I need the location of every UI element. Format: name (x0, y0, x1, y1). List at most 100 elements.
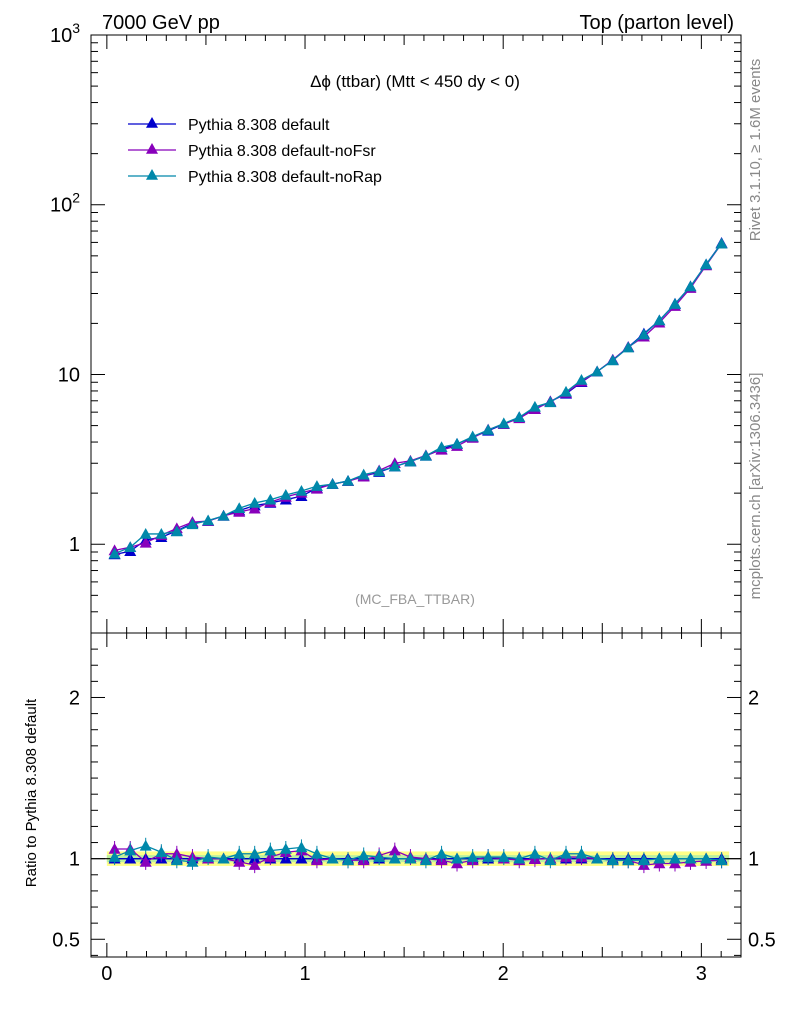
data-point (700, 258, 713, 270)
data-point (108, 547, 121, 559)
data-point (388, 460, 401, 472)
data-point (528, 847, 541, 859)
y-tick-label: 10 (58, 364, 80, 386)
data-point (404, 455, 417, 467)
data-point (591, 365, 604, 377)
data-point (404, 852, 417, 864)
header-left: 7000 GeV pp (102, 12, 220, 34)
ratio-tick-label: 0.5 (748, 929, 776, 951)
data-point (482, 423, 495, 435)
data-point (575, 847, 588, 859)
data-point (342, 474, 355, 486)
ratio-tick-label: 2 (748, 687, 759, 709)
data-point (653, 314, 666, 326)
data-point (513, 852, 526, 864)
data-point (637, 854, 650, 866)
ratio-tick-label: 1 (748, 849, 759, 871)
data-point (155, 527, 168, 539)
data-point (217, 509, 230, 521)
data-point (202, 851, 215, 862)
data-point (139, 839, 152, 851)
ratio-tick-label: 1 (69, 849, 80, 871)
data-point (310, 847, 323, 859)
legend-entry: Pythia 8.308 default-noRap (188, 169, 382, 186)
data-point (466, 851, 479, 862)
data-point (326, 478, 339, 489)
header-right: Top (parton level) (579, 12, 734, 34)
data-point (606, 354, 619, 366)
data-point (186, 855, 199, 867)
data-point (279, 489, 292, 500)
data-point (124, 844, 137, 856)
data-point (139, 527, 152, 539)
data-point (669, 852, 682, 864)
data-point (124, 541, 137, 553)
data-point (544, 396, 557, 408)
data-point (186, 518, 199, 530)
watermark: (MC_FBA_TTBAR) (355, 591, 475, 607)
data-point (466, 430, 479, 442)
data-point (248, 847, 261, 859)
legend-entry: Pythia 8.308 default-noFsr (188, 143, 376, 160)
data-point (342, 854, 355, 866)
data-point (264, 493, 277, 505)
data-point (279, 843, 292, 854)
data-point (295, 484, 308, 496)
data-point (591, 852, 604, 864)
ratio-ylabel: Ratio to Pythia 8.308 default (23, 698, 40, 887)
main-series (108, 237, 728, 560)
data-point (451, 437, 464, 449)
ratio-tick-label: 2 (69, 687, 80, 709)
data-point (146, 169, 158, 180)
data-point (170, 525, 183, 537)
ratio-series (108, 837, 728, 874)
data-point (528, 400, 541, 412)
data-point (715, 854, 728, 866)
data-point (388, 844, 401, 856)
data-point (451, 852, 464, 864)
data-point (108, 843, 121, 854)
data-point (419, 449, 432, 461)
series-line (114, 242, 723, 556)
data-point (310, 480, 323, 491)
x-tick-label: 1 (299, 963, 310, 985)
chart-title: Δϕ (ttbar) (Mtt < 450 dy < 0) (310, 72, 520, 91)
data-point (560, 385, 573, 397)
data-point (435, 847, 448, 859)
data-point (637, 328, 650, 340)
data-point (357, 849, 370, 861)
legend-entry: Pythia 8.308 default (188, 117, 330, 134)
data-point (482, 851, 495, 862)
y-tick-label: 102 (50, 190, 80, 217)
data-point (146, 143, 158, 154)
data-point (139, 855, 152, 867)
data-point (497, 851, 510, 862)
data-point (170, 854, 183, 866)
data-point (264, 844, 277, 856)
ratio-tick-label: 0.5 (52, 929, 80, 951)
x-tick-label: 2 (498, 963, 509, 985)
ratio-series-line (114, 845, 722, 863)
data-point (497, 417, 510, 429)
data-point (146, 117, 158, 128)
data-point (139, 536, 152, 548)
data-point (544, 854, 557, 866)
data-point (653, 852, 666, 864)
data-point (419, 854, 432, 866)
data-point (388, 852, 401, 864)
ratio-frame (90, 632, 742, 958)
data-point (669, 298, 682, 309)
data-point (700, 852, 713, 864)
data-point (373, 465, 386, 477)
data-point (248, 859, 261, 870)
y-tick-label: 103 (50, 20, 80, 47)
x-tick-label: 3 (696, 963, 707, 985)
legend: Pythia 8.308 default Pythia 8.308 default… (128, 117, 382, 186)
data-point (513, 411, 526, 423)
data-point (575, 374, 588, 385)
main-ticks: 1 10 102 103 (50, 20, 741, 634)
data-point (622, 341, 635, 353)
data-point (435, 441, 448, 452)
series-line (114, 243, 723, 552)
